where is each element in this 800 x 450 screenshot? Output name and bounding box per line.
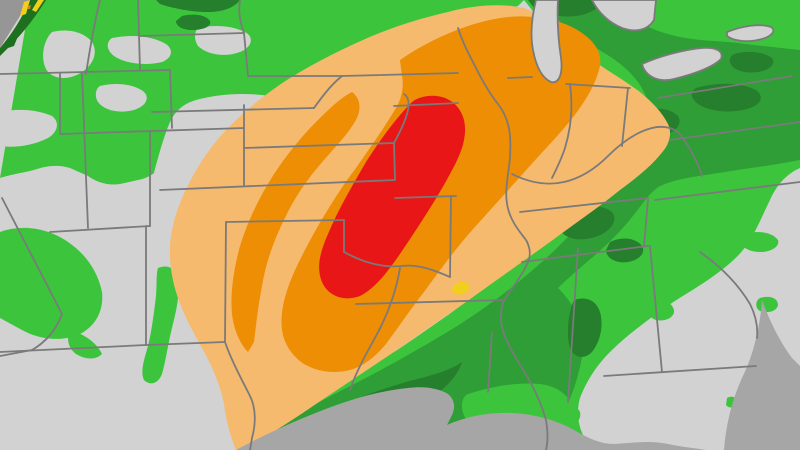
state-borders-shape <box>238 0 245 34</box>
state-borders-shape <box>654 181 800 201</box>
state-borders-shape <box>85 0 101 75</box>
state-borders-shape <box>343 251 451 278</box>
west-green-blobs-shape <box>0 227 103 339</box>
state-borders-shape <box>224 221 227 343</box>
pacific-echo-yellow-shape <box>32 0 44 12</box>
state-borders-shape <box>519 197 649 213</box>
risk-area-red <box>319 95 466 299</box>
southeast-green-pockets-shape <box>740 232 779 252</box>
state-borders-shape <box>243 32 249 77</box>
great-lakes-shape <box>726 24 775 43</box>
great-lakes-shape <box>641 46 723 81</box>
storm-report-yellow-marker-shape <box>452 281 470 295</box>
state-borders-shape <box>393 93 410 144</box>
state-borders-shape <box>394 195 457 199</box>
state-borders-shape <box>699 251 759 339</box>
state-borders-shape <box>1 197 63 315</box>
state-borders-shape <box>81 73 89 229</box>
pacific-echo-orange-shape <box>27 5 31 9</box>
dry-gray-patches-shape <box>43 30 95 78</box>
great-lakes-shape <box>591 0 657 32</box>
west-green-blobs <box>0 143 179 384</box>
west-green-blobs-shape <box>92 143 158 171</box>
state-borders-shape <box>151 107 315 113</box>
great-lakes <box>530 0 775 84</box>
state-borders-shape <box>313 75 343 109</box>
state-borders-shape <box>137 0 141 71</box>
state-borders-shape <box>0 344 147 353</box>
state-borders-shape <box>567 247 579 403</box>
rain-green-dark-blobs-shape <box>176 14 211 30</box>
state-borders-shape <box>521 245 649 263</box>
rain-green-dark-blobs-shape <box>691 83 761 112</box>
state-borders-shape <box>349 267 401 391</box>
storm-report-yellow-marker <box>452 281 470 295</box>
dry-gray-patches-shape <box>95 84 147 112</box>
pacific-echo-dark-green-shape <box>8 36 18 48</box>
state-borders-shape <box>225 219 345 223</box>
state-borders-shape <box>487 331 493 393</box>
rain-green-dark-blobs-shape <box>567 298 602 357</box>
rain-green-dark-blobs-shape <box>729 51 774 73</box>
state-borders-shape <box>393 102 459 107</box>
state-borders-shape <box>603 365 757 377</box>
state-borders-shape <box>621 87 629 147</box>
risk-area-red-shape <box>319 95 466 299</box>
state-borders-shape <box>511 125 681 185</box>
state-borders-shape <box>649 245 663 373</box>
pacific-echo-yellow-shape <box>20 0 30 16</box>
west-green-blobs-shape <box>15 145 54 167</box>
state-borders-shape <box>49 225 151 233</box>
west-green-blobs-shape <box>68 330 102 359</box>
state-borders-shape <box>449 195 452 278</box>
state-borders-shape <box>669 121 800 141</box>
state-borders-shape <box>657 75 793 99</box>
state-borders-shape <box>643 199 649 247</box>
state-borders-shape <box>679 133 703 177</box>
state-borders-shape <box>565 83 631 89</box>
state-borders-shape <box>243 142 395 149</box>
state-borders-shape <box>393 142 396 181</box>
atlantic-ocean-shape <box>724 300 800 450</box>
state-borders-shape <box>355 299 503 305</box>
dry-gray-patches-shape <box>0 109 57 147</box>
rain-green-dark-blobs-shape <box>606 238 644 263</box>
pacific-echo-yellow <box>20 0 44 16</box>
west-green-blobs-shape <box>142 266 179 384</box>
state-borders-shape <box>145 341 226 346</box>
louisiana-coastal-green-shape <box>554 404 581 428</box>
state-borders-shape <box>224 341 256 450</box>
state-borders-shape <box>0 69 171 75</box>
state-borders-shape <box>551 83 573 179</box>
gulf-of-mexico-ocean <box>236 387 706 450</box>
state-borders-shape <box>341 72 459 77</box>
state-borders-shape <box>59 127 245 135</box>
gulf-of-mexico-ocean-shape <box>236 387 706 450</box>
pacific-echo-dark-green <box>0 0 46 56</box>
state-borders-shape <box>169 69 173 129</box>
pacific-echo-orange <box>27 5 31 9</box>
rain-green-dark-blobs-shape <box>156 0 240 12</box>
state-borders-shape <box>507 76 533 79</box>
atlantic-ocean <box>724 300 800 450</box>
state-borders-shape <box>159 179 396 191</box>
state-borders-shape <box>457 27 549 450</box>
great-lakes-shape <box>530 0 563 84</box>
state-borders-shape <box>139 32 245 37</box>
